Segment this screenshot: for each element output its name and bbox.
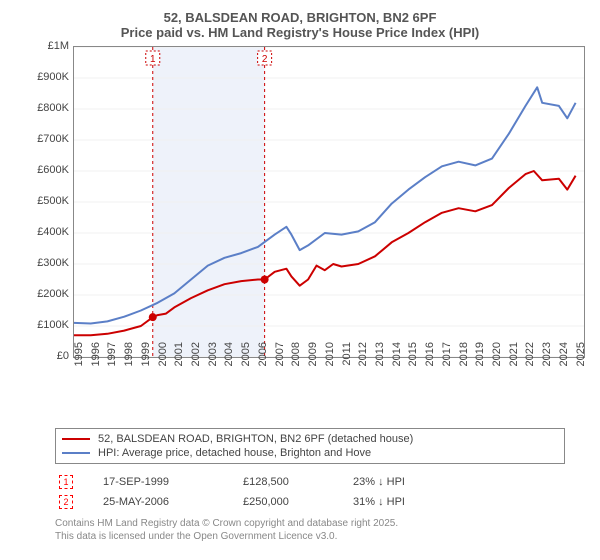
x-tick-label: 2021 <box>508 342 520 382</box>
legend-label: HPI: Average price, detached house, Brig… <box>98 447 371 459</box>
x-tick-label: 1997 <box>106 342 118 382</box>
title-block: 52, BALSDEAN ROAD, BRIGHTON, BN2 6PF Pri… <box>0 0 600 40</box>
legend-label: 52, BALSDEAN ROAD, BRIGHTON, BN2 6PF (de… <box>98 433 413 445</box>
y-tick-label: £700K <box>37 133 69 145</box>
transaction-price: £250,000 <box>243 496 353 508</box>
y-tick-label: £400K <box>37 226 69 238</box>
x-tick-label: 2016 <box>424 342 436 382</box>
y-tick-label: £300K <box>37 257 69 269</box>
transaction-date: 17-SEP-1999 <box>103 476 243 488</box>
legend-item-hpi: HPI: Average price, detached house, Brig… <box>62 446 558 460</box>
x-tick-label: 2020 <box>491 342 503 382</box>
x-tick-label: 2019 <box>474 342 486 382</box>
x-tick-label: 2004 <box>223 342 235 382</box>
figure: 52, BALSDEAN ROAD, BRIGHTON, BN2 6PF Pri… <box>0 0 600 543</box>
chart-area: 12 £0£100K£200K£300K£400K£500K£600K£700K… <box>35 46 595 386</box>
transaction-price: £128,500 <box>243 476 353 488</box>
y-tick-label: £500K <box>37 195 69 207</box>
y-tick-label: £1M <box>48 40 69 52</box>
x-tick-label: 2024 <box>558 342 570 382</box>
title-subtitle: Price paid vs. HM Land Registry's House … <box>0 25 600 40</box>
x-tick-label: 2005 <box>240 342 252 382</box>
x-tick-label: 2007 <box>274 342 286 382</box>
x-tick-label: 2025 <box>575 342 587 382</box>
x-tick-label: 1998 <box>123 342 135 382</box>
y-tick-label: £100K <box>37 319 69 331</box>
transactions-table: 1 17-SEP-1999 £128,500 23% ↓ HPI 2 25-MA… <box>55 472 565 512</box>
legend-item-property: 52, BALSDEAN ROAD, BRIGHTON, BN2 6PF (de… <box>62 432 558 446</box>
legend: 52, BALSDEAN ROAD, BRIGHTON, BN2 6PF (de… <box>55 428 565 464</box>
x-tick-label: 2017 <box>441 342 453 382</box>
transaction-hpi-diff: 31% ↓ HPI <box>353 496 405 508</box>
x-tick-label: 2009 <box>307 342 319 382</box>
legend-swatch-icon <box>62 438 90 440</box>
x-tick-label: 2014 <box>391 342 403 382</box>
x-tick-label: 2010 <box>324 342 336 382</box>
transaction-badge-icon: 2 <box>59 495 73 509</box>
x-tick-label: 2022 <box>524 342 536 382</box>
y-tick-label: £600K <box>37 164 69 176</box>
transaction-badge-icon: 1 <box>59 475 73 489</box>
title-address: 52, BALSDEAN ROAD, BRIGHTON, BN2 6PF <box>0 10 600 25</box>
transaction-row: 2 25-MAY-2006 £250,000 31% ↓ HPI <box>55 492 565 512</box>
svg-text:1: 1 <box>150 54 156 65</box>
x-tick-label: 2013 <box>374 342 386 382</box>
footer-copyright: Contains HM Land Registry data © Crown c… <box>55 518 565 531</box>
x-tick-label: 2023 <box>541 342 553 382</box>
y-tick-label: £900K <box>37 71 69 83</box>
y-tick-label: £200K <box>37 288 69 300</box>
legend-swatch-icon <box>62 452 90 454</box>
x-tick-label: 2001 <box>173 342 185 382</box>
svg-text:2: 2 <box>262 54 268 65</box>
footer-licence: This data is licensed under the Open Gov… <box>55 531 565 544</box>
x-tick-label: 2015 <box>407 342 419 382</box>
y-tick-label: £0 <box>57 350 69 362</box>
transaction-row: 1 17-SEP-1999 £128,500 23% ↓ HPI <box>55 472 565 492</box>
x-tick-label: 2003 <box>207 342 219 382</box>
x-tick-label: 2002 <box>190 342 202 382</box>
transaction-date: 25-MAY-2006 <box>103 496 243 508</box>
x-tick-label: 2011 <box>341 342 353 382</box>
x-tick-label: 2000 <box>157 342 169 382</box>
x-tick-label: 1999 <box>140 342 152 382</box>
y-tick-label: £800K <box>37 102 69 114</box>
footer: Contains HM Land Registry data © Crown c… <box>55 518 565 543</box>
plot-box: 12 <box>73 46 585 358</box>
x-tick-label: 2018 <box>458 342 470 382</box>
x-tick-label: 1995 <box>73 342 85 382</box>
x-tick-label: 2012 <box>357 342 369 382</box>
plot-svg: 12 <box>74 47 584 357</box>
x-tick-label: 2008 <box>290 342 302 382</box>
x-tick-label: 1996 <box>90 342 102 382</box>
x-tick-label: 2006 <box>257 342 269 382</box>
transaction-hpi-diff: 23% ↓ HPI <box>353 476 405 488</box>
